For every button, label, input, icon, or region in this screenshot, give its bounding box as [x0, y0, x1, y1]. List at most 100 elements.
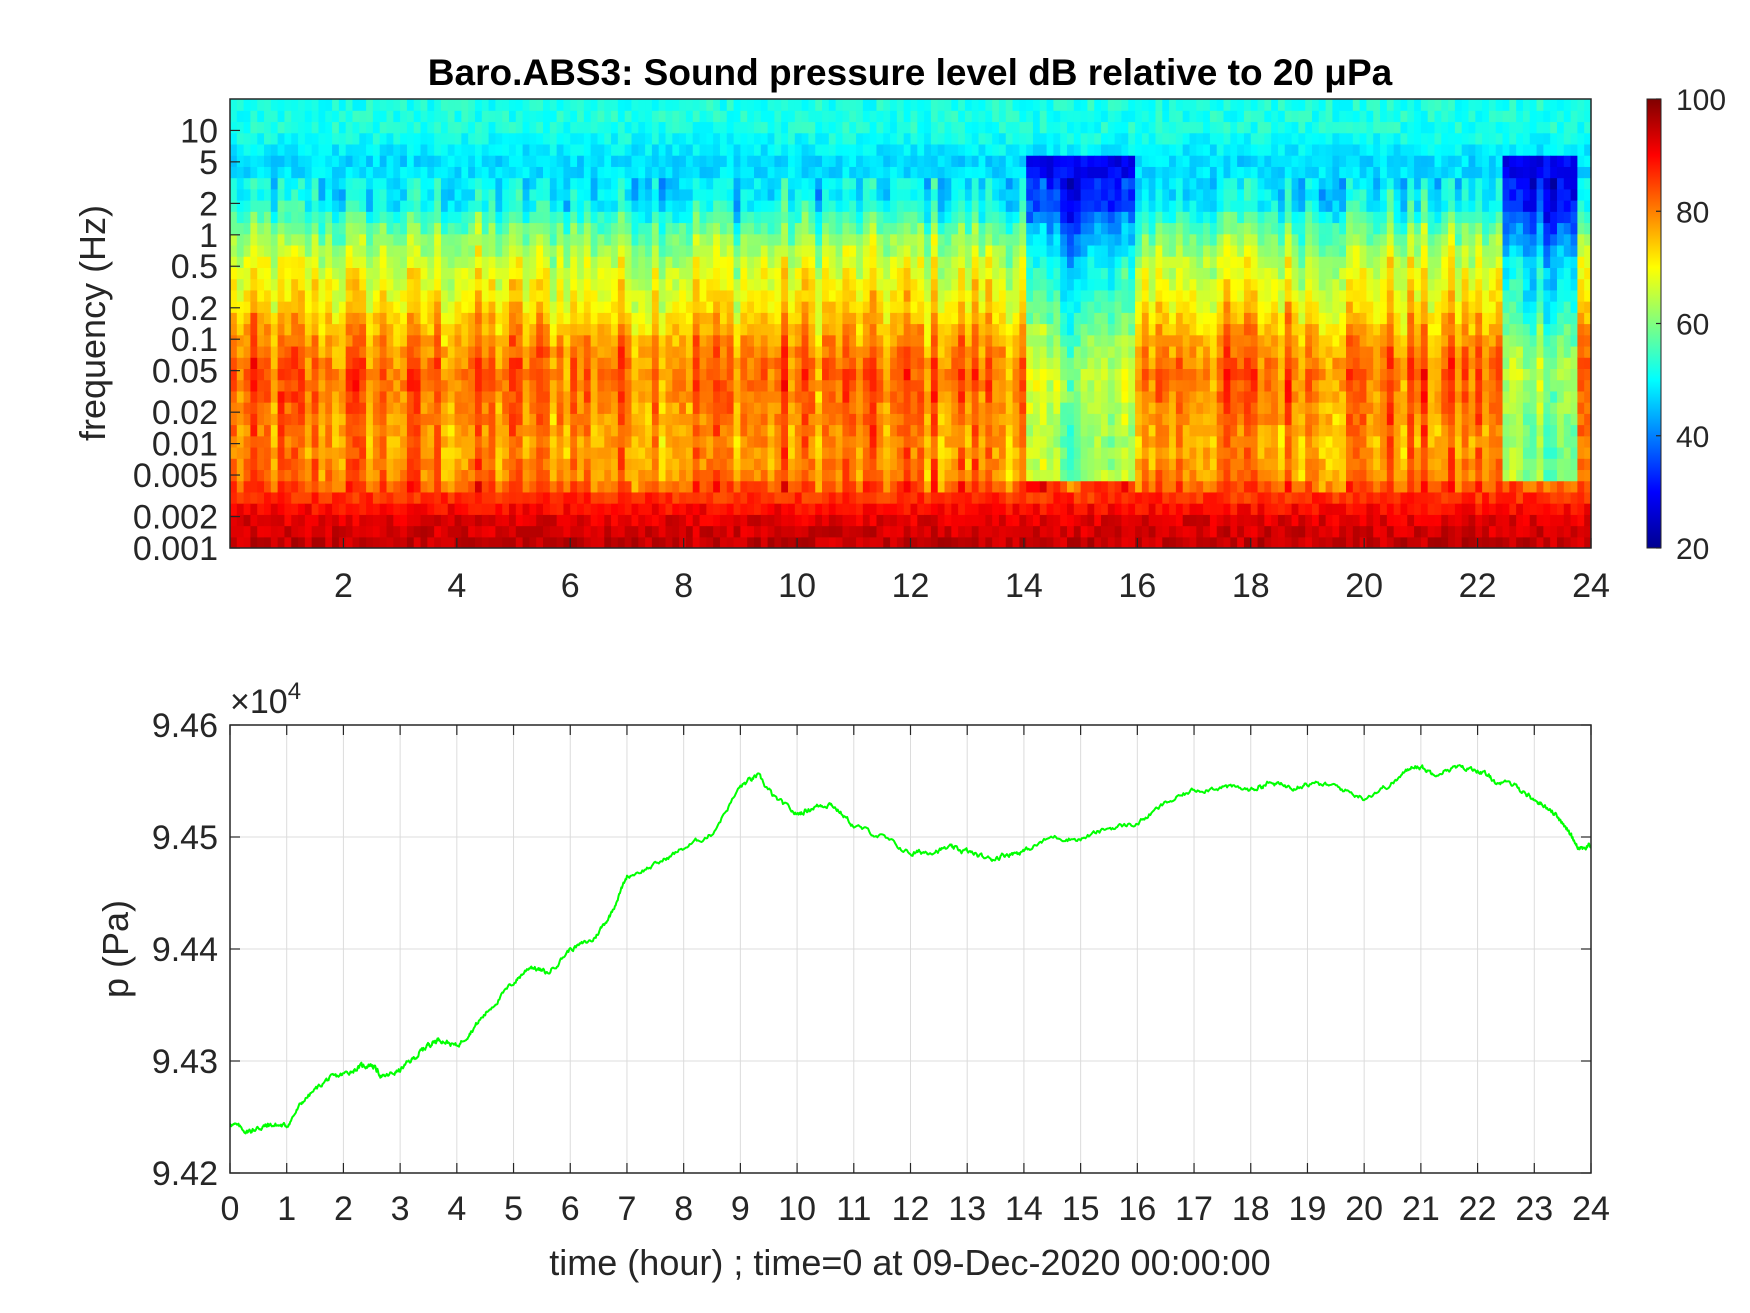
spectrogram-cell: [651, 301, 660, 313]
spectrogram-cell: [325, 132, 333, 145]
spectrogram-cell: [774, 200, 782, 212]
spectrogram-cell: [733, 357, 741, 369]
spectrogram-cell: [502, 301, 510, 313]
spectrogram-cell: [291, 323, 299, 336]
spectrogram-cell: [767, 200, 776, 212]
spectrogram-cell: [597, 334, 605, 347]
spectrogram-cell: [985, 267, 993, 280]
spectrogram-cell: [958, 188, 966, 201]
spectrogram-cell: [372, 301, 381, 313]
spectrogram-cell: [298, 390, 306, 403]
spectrogram-cell: [794, 458, 803, 471]
spectrogram-cell: [638, 143, 646, 156]
spectrogram-cell: [359, 345, 367, 358]
spectrogram-cell: [1073, 267, 1082, 280]
spectrogram-cell: [801, 469, 810, 482]
spectrogram-cell: [971, 222, 980, 235]
spectrogram-cell: [1026, 177, 1034, 190]
spectrogram-cell: [903, 446, 912, 459]
spectrogram-cell: [937, 514, 946, 527]
spectrogram-cell: [876, 390, 884, 403]
spectrogram-cell: [400, 121, 408, 134]
spectrogram-cell: [379, 222, 388, 235]
spectrogram-cell: [808, 211, 816, 224]
spectrogram-cell: [332, 491, 340, 504]
spectrogram-cell: [549, 491, 558, 504]
spectrogram-cell: [617, 132, 626, 145]
spectrogram-cell: [611, 121, 619, 134]
spectrogram-cell: [495, 491, 503, 504]
spectrogram-cell: [631, 435, 639, 448]
spectrogram-cell: [924, 345, 932, 358]
spectrogram-cell: [856, 200, 864, 212]
spectrogram-cell: [577, 446, 585, 459]
spectrogram-cell: [284, 345, 292, 358]
spectrogram-cell: [856, 155, 864, 167]
spectrogram-cell: [277, 323, 286, 336]
spectrogram-cell: [910, 435, 918, 448]
spectrogram-cell: [427, 211, 435, 224]
spectrogram-cell: [250, 143, 258, 156]
spectrogram-cell: [658, 525, 667, 538]
spectrogram-cell: [937, 368, 946, 381]
spectrogram-cell: [583, 267, 592, 280]
spectrogram-cell: [434, 244, 442, 257]
spectrogram-cell: [311, 424, 320, 437]
spectrogram-cell: [890, 166, 898, 179]
spectrogram-cell: [352, 345, 360, 358]
spectrogram-cell: [597, 469, 605, 482]
spectrogram-cell: [665, 525, 673, 538]
spectrogram-cell: [651, 368, 660, 381]
spectrogram-cell: [869, 256, 878, 268]
spectrogram-cell: [454, 379, 462, 392]
spectrogram-cell: [1067, 402, 1075, 414]
spectrogram-cell: [372, 413, 381, 426]
spectrogram-cell: [413, 312, 422, 325]
spectrogram-cell: [740, 177, 748, 190]
spectrogram-cell: [1046, 110, 1055, 123]
spectrogram-cell: [998, 301, 1007, 313]
spectrogram-cell: [971, 289, 980, 302]
spectrogram-cell: [529, 334, 537, 347]
spectrogram-cell: [1046, 390, 1055, 403]
spectrogram-cell: [788, 312, 796, 325]
spectrogram-cell: [917, 503, 925, 515]
spectrogram-cell: [998, 200, 1007, 212]
spectrogram-cell: [372, 110, 381, 123]
spectrogram-cell: [638, 525, 646, 538]
spectrogram-cell: [270, 110, 279, 123]
spectrogram-cell: [549, 458, 558, 471]
spectrogram-cell: [1073, 200, 1082, 212]
spectrogram-cell: [842, 357, 850, 369]
spectrogram-cell: [747, 345, 755, 358]
spectrogram-cell: [822, 469, 830, 482]
spectrogram-cell: [1073, 446, 1082, 459]
spectrogram-cell: [998, 233, 1007, 246]
spectrogram-cell: [597, 177, 605, 190]
spectrogram-cell: [549, 334, 558, 347]
spectrogram-cell: [815, 480, 823, 493]
spectrogram-cell: [474, 256, 483, 268]
spectrogram-cell: [645, 99, 653, 111]
spectrogram-cell: [338, 435, 347, 448]
spectrogram-cell: [917, 413, 925, 426]
spectrogram-cell: [910, 301, 918, 313]
spectrogram-cell: [590, 110, 599, 123]
spectrogram-cell: [270, 334, 279, 347]
spectrogram-cell: [379, 256, 388, 268]
spectrogram-cell: [631, 368, 639, 381]
spectrogram-cell: [386, 435, 394, 448]
spectrogram-cell: [529, 413, 537, 426]
spectrogram-cell: [937, 110, 946, 123]
spectrogram-cell: [760, 301, 769, 313]
spectrogram-cell: [243, 446, 252, 459]
spectrogram-cell: [719, 334, 728, 347]
spectrogram-cell: [998, 143, 1007, 156]
spectrogram-cell: [481, 514, 490, 527]
spectrogram-cell: [1060, 536, 1068, 548]
spectrogram-cell: [896, 110, 905, 123]
spectrogram-cell: [992, 233, 1000, 246]
spectrogram-cell: [883, 424, 891, 437]
spectrogram-cell: [692, 278, 701, 291]
spectrogram-cell: [291, 413, 299, 426]
